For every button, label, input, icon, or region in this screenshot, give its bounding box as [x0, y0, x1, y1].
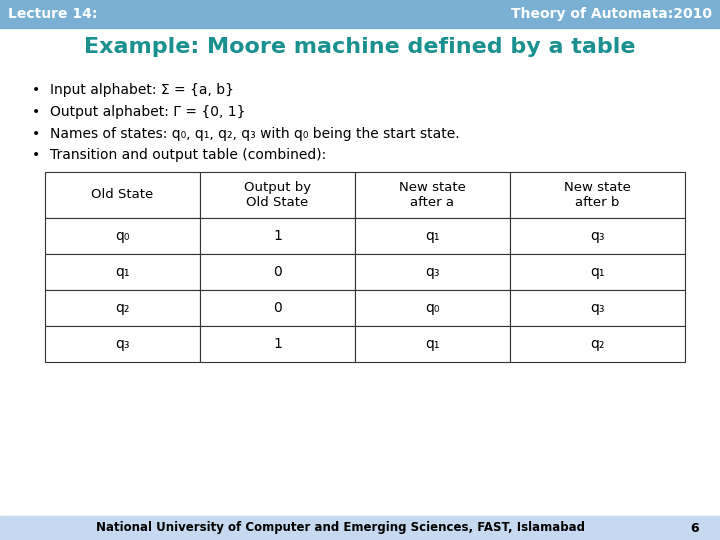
Text: National University of Computer and Emerging Sciences, FAST, Islamabad: National University of Computer and Emer… [96, 522, 585, 535]
Bar [355, 326, 510, 362]
Text: Names of states: q₀, q₁, q₂, q₃ with q₀ being the start state.: Names of states: q₀, q₁, q₂, q₃ with q₀ … [50, 127, 459, 141]
Text: Input alphabet: Σ = {a, b}: Input alphabet: Σ = {a, b} [50, 83, 234, 97]
Text: Output by
Old State: Output by Old State [244, 181, 311, 209]
Bar [45, 290, 200, 326]
Text: •: • [32, 83, 40, 97]
Text: •: • [32, 127, 40, 141]
Text: Old State: Old State [91, 188, 153, 201]
Bar [200, 254, 355, 290]
Bar [510, 290, 685, 326]
Text: q₃: q₃ [590, 301, 605, 315]
Text: 1: 1 [273, 337, 282, 351]
Text: q₂: q₂ [115, 301, 130, 315]
Bar [510, 254, 685, 290]
Bar [200, 290, 355, 326]
Text: q₃: q₃ [426, 265, 440, 279]
Text: Example: Moore machine defined by a table: Example: Moore machine defined by a tabl… [84, 37, 636, 57]
Text: q₃: q₃ [115, 337, 130, 351]
Bar [510, 172, 685, 218]
Text: New state
after b: New state after b [564, 181, 631, 209]
Text: Output alphabet: Γ = {0, 1}: Output alphabet: Γ = {0, 1} [50, 105, 246, 119]
Bar [355, 290, 510, 326]
Bar [200, 218, 355, 254]
Bar [510, 326, 685, 362]
Bar [45, 172, 200, 218]
Text: •: • [32, 148, 40, 162]
Bar [355, 254, 510, 290]
Text: q₁: q₁ [115, 265, 130, 279]
Text: q₃: q₃ [590, 229, 605, 243]
Text: 0: 0 [273, 301, 282, 315]
Text: Transition and output table (combined):: Transition and output table (combined): [50, 148, 326, 162]
Bar [510, 218, 685, 254]
Text: •: • [32, 105, 40, 119]
Text: q₁: q₁ [426, 337, 440, 351]
Bar [45, 218, 200, 254]
Bar [0, 516, 720, 540]
Bar [355, 218, 510, 254]
Text: Theory of Automata:2010: Theory of Automata:2010 [511, 7, 712, 21]
Text: q₀: q₀ [426, 301, 440, 315]
Text: New state
after a: New state after a [399, 181, 466, 209]
Text: q₀: q₀ [115, 229, 130, 243]
Text: q₂: q₂ [590, 337, 605, 351]
Bar [45, 254, 200, 290]
Text: q₁: q₁ [590, 265, 605, 279]
Text: 6: 6 [690, 522, 699, 535]
Bar [355, 172, 510, 218]
Text: q₁: q₁ [426, 229, 440, 243]
Bar [200, 326, 355, 362]
Bar [45, 326, 200, 362]
Bar [200, 172, 355, 218]
Text: 1: 1 [273, 229, 282, 243]
Bar [0, 0, 720, 28]
Text: Lecture 14:: Lecture 14: [8, 7, 97, 21]
Text: 0: 0 [273, 265, 282, 279]
